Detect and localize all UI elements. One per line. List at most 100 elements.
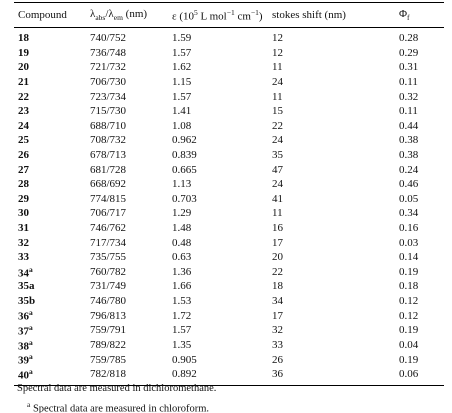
cell-text: 18	[272, 280, 283, 293]
cell-text: 0.839	[172, 149, 197, 162]
compound-label: 40	[18, 369, 29, 382]
cell-text: 0.19	[399, 353, 419, 366]
value-cell: 41	[268, 192, 395, 207]
cell-text: 1.57	[172, 46, 192, 59]
value-cell: 18	[268, 279, 395, 294]
superscript: 5	[194, 7, 198, 17]
cell-text: 47	[272, 163, 283, 176]
cell-text: 1.36	[172, 265, 192, 278]
cell-text: 0.29	[399, 46, 419, 59]
compound-cell: 22	[14, 89, 86, 104]
value-cell: 1.29	[168, 206, 268, 221]
compound-cell: 32	[14, 235, 86, 250]
value-cell: 11	[268, 60, 395, 75]
value-cell: 1.08	[168, 119, 268, 134]
cell-text: 0.19	[399, 265, 419, 278]
cell-text: 0.28	[399, 32, 419, 45]
value-cell: 1.62	[168, 60, 268, 75]
cell-text: 0.11	[399, 105, 418, 118]
cell-text: 1.48	[172, 222, 192, 235]
value-cell: 35	[268, 148, 395, 163]
cell-text: 0.703	[172, 192, 197, 205]
footnote-mark: a	[29, 308, 33, 318]
value-cell: 1.72	[168, 308, 268, 323]
compound-label: 31	[18, 222, 29, 235]
value-cell: 774/815	[86, 192, 168, 207]
cell-text: 0.05	[399, 192, 419, 205]
value-cell: 1.57	[168, 89, 268, 104]
value-cell: 0.19	[395, 265, 444, 280]
compound-cell: 35b	[14, 294, 86, 309]
compound-label: 33	[18, 251, 29, 264]
header-text: )	[258, 10, 263, 23]
cell-text: 15	[272, 105, 283, 118]
value-cell: 0.32	[395, 89, 444, 104]
cell-text: 16	[272, 222, 283, 235]
compound-label: 34	[18, 267, 29, 280]
cell-text: 759/785	[90, 353, 127, 366]
table-row: 35b 746/780 1.53 34 0.12	[14, 294, 444, 309]
value-cell: 0.12	[395, 294, 444, 309]
value-cell: 15	[268, 104, 395, 119]
value-cell: 0.48	[168, 235, 268, 250]
value-cell: 721/732	[86, 60, 168, 75]
cell-text: 746/762	[90, 222, 127, 235]
value-cell: 0.06	[395, 367, 444, 385]
value-cell: 0.44	[395, 119, 444, 134]
table-row: 22 723/734 1.57 11 0.32	[14, 89, 444, 104]
value-cell: 1.15	[168, 75, 268, 90]
superscript: −1	[226, 7, 235, 17]
table-row: 27 681/728 0.665 47 0.24	[14, 162, 444, 177]
cell-text: 26	[272, 353, 283, 366]
value-cell: 668/692	[86, 177, 168, 192]
compound-cell: 36a	[14, 308, 86, 323]
value-cell: 22	[268, 265, 395, 280]
compound-label: 30	[18, 207, 29, 220]
cell-text: 0.06	[399, 368, 419, 381]
footnote: a Spectral data are measured in chlorofo…	[17, 397, 216, 413]
compound-label: 24	[18, 119, 29, 132]
data-table: Compound λabs/λem (nm) ε (105 L mol−1 cm−1…	[14, 2, 444, 386]
cell-text: 0.04	[399, 338, 419, 351]
compound-cell: 30	[14, 206, 86, 221]
cell-text: 0.38	[399, 149, 419, 162]
header-text: cm	[234, 10, 251, 23]
cell-text: 24	[272, 76, 283, 89]
compound-label: 37	[18, 325, 29, 338]
value-cell: 1.66	[168, 279, 268, 294]
cell-text: 731/749	[90, 280, 127, 293]
value-cell: 11	[268, 206, 395, 221]
footnote: Spectral data are measured in dichlorome…	[17, 381, 216, 397]
footnote-text: Spectral data are measured in chloroform…	[32, 403, 210, 413]
cell-text: 0.03	[399, 236, 419, 249]
value-cell: 0.892	[168, 367, 268, 385]
compound-label: 29	[18, 192, 29, 205]
cell-text: 681/728	[90, 163, 127, 176]
value-cell: 736/748	[86, 46, 168, 61]
header-text: stokes shift (nm)	[272, 9, 346, 21]
cell-text: 0.34	[399, 207, 419, 220]
table-row: 33 735/755 0.63 20 0.14	[14, 250, 444, 265]
cell-text: 0.18	[399, 280, 419, 293]
value-cell: 1.53	[168, 294, 268, 309]
compound-cell: 35a	[14, 279, 86, 294]
value-cell: 0.38	[395, 133, 444, 148]
cell-text: 789/822	[90, 338, 127, 351]
table-row: 40a 782/818 0.892 36 0.06	[14, 367, 444, 385]
column-header: Compound	[14, 3, 86, 28]
cell-text: 1.13	[172, 178, 192, 191]
cell-text: 0.31	[399, 61, 419, 74]
value-cell: 0.29	[395, 46, 444, 61]
value-cell: 16	[268, 221, 395, 236]
cell-text: 0.665	[172, 163, 197, 176]
cell-text: 1.59	[172, 32, 192, 45]
table-row: 35a 731/749 1.66 18 0.18	[14, 279, 444, 294]
compound-label: 19	[18, 46, 29, 59]
compound-cell: 19	[14, 46, 86, 61]
table-row: 21 706/730 1.15 24 0.11	[14, 75, 444, 90]
value-cell: 0.24	[395, 162, 444, 177]
cell-text: 11	[272, 207, 283, 220]
header-text: ε (10	[172, 10, 195, 23]
cell-text: 759/791	[90, 324, 127, 337]
